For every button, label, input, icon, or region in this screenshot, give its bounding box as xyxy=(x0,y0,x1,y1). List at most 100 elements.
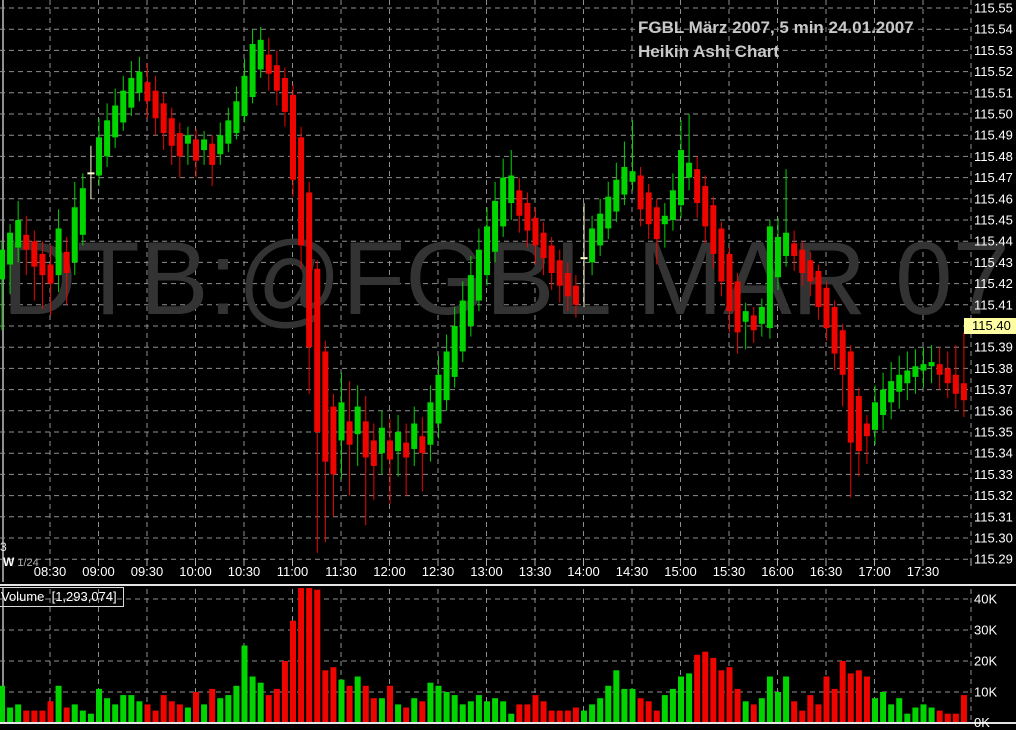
time-tick-label: 11:30 xyxy=(325,564,357,579)
candle-body xyxy=(475,249,482,301)
volume-bar xyxy=(572,707,579,722)
volume-bar xyxy=(540,701,547,722)
volume-bar xyxy=(742,701,749,722)
candle-body xyxy=(492,200,499,252)
time-axis[interactable]: 08:30 09:00 09:30 10:00 10:30 11:00 11:30 12:00… xyxy=(34,558,972,579)
candle-body xyxy=(370,440,377,466)
volume-bar xyxy=(176,704,183,722)
volume-bar xyxy=(362,685,369,722)
volume-bar xyxy=(435,685,442,722)
candle-body xyxy=(621,167,628,195)
candle-body xyxy=(677,150,684,206)
candle-body xyxy=(338,402,345,441)
candle-body xyxy=(791,243,798,257)
price-tick-label: 115.37 xyxy=(974,382,1013,397)
volume-axis[interactable]: 40K 30K 20K 10K 0K xyxy=(974,592,997,730)
candle-body xyxy=(524,203,531,231)
candle-body xyxy=(774,236,781,278)
volume-bar xyxy=(257,682,264,722)
volume-bars-layer[interactable] xyxy=(0,588,967,722)
volume-bar xyxy=(952,713,959,722)
volume-bar xyxy=(669,688,676,722)
candles-layer[interactable] xyxy=(0,27,967,553)
volume-bar xyxy=(831,688,838,722)
volume-bar xyxy=(912,707,919,722)
volume-study-label[interactable]: Volume [1,293,074] xyxy=(0,587,124,607)
volume-bar xyxy=(774,692,781,722)
price-tick-label: 115.52 xyxy=(974,64,1013,79)
candle-body xyxy=(799,249,806,273)
candle-body xyxy=(241,75,248,117)
candle-body xyxy=(904,370,911,384)
volume-bar xyxy=(338,679,345,722)
candle-body xyxy=(298,137,305,246)
time-tick-label: 15:30 xyxy=(713,564,746,579)
volume-bar xyxy=(686,673,693,722)
candle-body xyxy=(160,103,167,134)
candle-body xyxy=(362,421,369,458)
panel-separator-line[interactable] xyxy=(0,584,1016,586)
candle-body xyxy=(750,315,757,331)
candle-body xyxy=(839,330,846,375)
volume-bar xyxy=(766,676,773,722)
volume-bar xyxy=(597,698,604,722)
volume-bar xyxy=(7,707,14,722)
candle-body xyxy=(281,77,288,112)
volume-bar xyxy=(370,698,377,722)
candle-body xyxy=(508,175,515,204)
volume-bar xyxy=(532,695,539,722)
candle-body xyxy=(443,351,450,401)
candle-body xyxy=(783,232,790,257)
time-tick-label: 10:00 xyxy=(179,564,212,579)
candle-body xyxy=(451,326,458,377)
volume-bar xyxy=(936,710,943,722)
price-axis[interactable]: 115.29 115.30 115.31 115.32 115.33 115.34 115.… xyxy=(974,1,1013,567)
doji-body xyxy=(87,172,95,175)
candle-body xyxy=(7,232,14,265)
volume-tick-label: 30K xyxy=(974,623,997,638)
candle-body xyxy=(217,135,224,155)
candle-body xyxy=(467,275,474,326)
candle-body xyxy=(289,94,296,180)
volume-bar xyxy=(783,676,790,722)
volume-bar xyxy=(791,701,798,722)
price-tick-label: 115.53 xyxy=(974,43,1013,58)
session-break-line xyxy=(2,0,4,582)
volume-bar xyxy=(475,695,482,722)
volume-tick-label: 0K xyxy=(974,715,990,730)
candle-body xyxy=(912,366,919,377)
volume-bar xyxy=(580,710,587,722)
price-tick-label: 115.36 xyxy=(974,403,1013,418)
candle-body xyxy=(807,260,814,282)
candle-body xyxy=(920,364,927,371)
candle-body xyxy=(597,213,604,246)
candle-body xyxy=(120,90,127,123)
volume-bar xyxy=(144,704,151,722)
volume-bar xyxy=(120,695,127,722)
volume-bar xyxy=(63,707,70,722)
volume-bar xyxy=(467,701,474,722)
price-tick-label: 115.38 xyxy=(974,361,1013,376)
volume-bar xyxy=(653,710,660,722)
chart-title-line2: Heikin Ashi Chart xyxy=(638,42,780,61)
time-tick-label: 08:30 xyxy=(34,564,67,579)
candle-body xyxy=(952,374,959,394)
candle-body xyxy=(176,133,183,157)
volume-bar xyxy=(322,670,329,722)
price-tick-label: 115.55 xyxy=(974,1,1013,16)
volume-bar xyxy=(750,704,757,722)
volume-bar xyxy=(815,704,822,722)
candle-body xyxy=(629,171,636,182)
session-label: W 1/24 xyxy=(3,553,39,571)
candle-body xyxy=(645,192,652,225)
candle-body xyxy=(411,423,418,449)
volume-bar xyxy=(896,698,903,722)
volume-bar xyxy=(209,688,216,722)
candle-body xyxy=(386,440,393,460)
volume-bar xyxy=(0,685,5,722)
price-tick-label: 115.49 xyxy=(974,128,1013,143)
volume-bar xyxy=(403,707,410,722)
candle-body xyxy=(112,105,119,138)
volume-bar xyxy=(386,685,393,722)
